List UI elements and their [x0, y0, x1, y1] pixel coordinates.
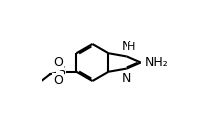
Text: H: H: [127, 42, 136, 52]
Text: O: O: [53, 74, 63, 87]
Text: N: N: [122, 40, 131, 54]
Text: O: O: [53, 56, 63, 69]
Text: S: S: [57, 65, 65, 78]
Text: NH₂: NH₂: [144, 56, 168, 69]
Text: N: N: [122, 72, 131, 85]
